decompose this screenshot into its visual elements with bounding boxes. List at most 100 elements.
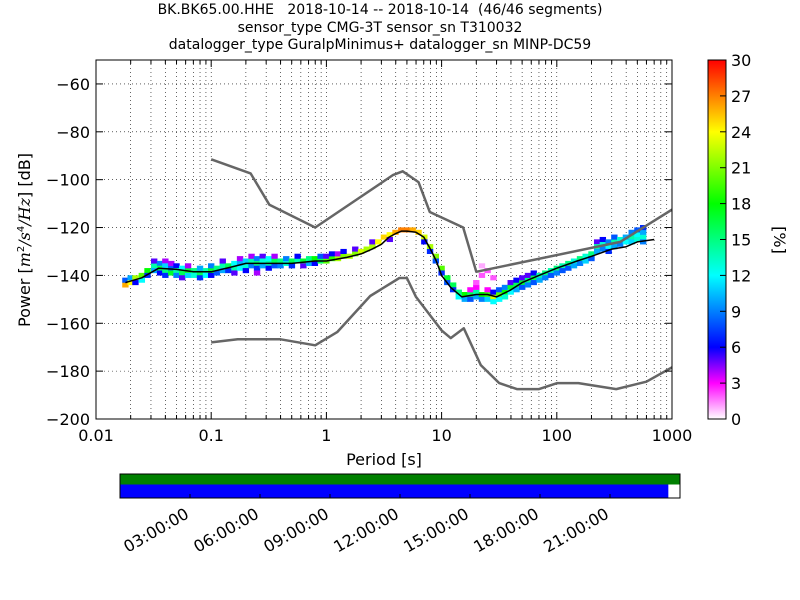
psd-cell	[380, 234, 388, 240]
psd-cell	[127, 280, 134, 286]
psd-cell	[300, 258, 307, 264]
psd-cell	[236, 256, 244, 262]
x-tick-label: 100	[542, 426, 573, 445]
psd-cell	[259, 263, 266, 269]
psd-cell	[340, 253, 347, 259]
psd-cell	[122, 277, 129, 283]
psd-cell	[173, 272, 180, 278]
psd-cell	[208, 268, 215, 274]
psd-cell	[605, 239, 612, 245]
psd-cell	[253, 256, 261, 262]
psd-cell	[438, 265, 445, 271]
psd-cell	[461, 292, 468, 298]
psd-cell	[162, 272, 169, 278]
psd-cell	[484, 287, 491, 293]
psd-cell	[605, 244, 612, 250]
psd-cell	[495, 292, 503, 298]
psd-cell	[294, 258, 301, 264]
y-tick-label: −120	[46, 219, 90, 238]
colorbar-label: [%]	[770, 226, 789, 254]
psd-cell	[219, 268, 226, 274]
x-axis-label: Period [s]	[346, 450, 422, 469]
psd-cell	[593, 248, 601, 255]
psd-cell	[127, 275, 134, 281]
psd-cell	[196, 270, 204, 276]
psd-cell	[547, 272, 555, 278]
x-tick-label: 0.1	[198, 426, 223, 445]
noise-model-high-curve	[210, 158, 672, 274]
psd-cell	[253, 270, 261, 276]
psd-cell	[190, 272, 198, 278]
psd-cell	[495, 296, 503, 302]
psd-cell	[415, 229, 422, 235]
psd-cell	[628, 229, 635, 235]
psd-cell	[271, 253, 278, 259]
x-tick-label: 10	[431, 426, 451, 445]
psd-cell	[617, 236, 624, 243]
psd-cell	[277, 263, 284, 269]
psd-cell	[162, 263, 169, 269]
psd-cell	[426, 248, 434, 255]
psd-cell	[219, 263, 226, 269]
psd-cell	[288, 258, 296, 264]
psd-cell	[501, 294, 509, 300]
psd-cell	[213, 265, 221, 271]
colorbar-tick-label: 21	[731, 159, 751, 178]
psd-cell	[628, 234, 635, 240]
psd-cell	[495, 287, 503, 293]
psd-cell	[323, 253, 330, 259]
psd-cell	[449, 282, 457, 288]
psd-cell	[588, 256, 595, 262]
psd-cell	[467, 292, 474, 298]
y-axis-label: Power [m2/s4/Hz] [dB]	[15, 153, 34, 327]
psd-cell	[507, 284, 514, 290]
psd-cell	[536, 277, 543, 283]
colorbar-tick-label: 6	[731, 338, 741, 357]
psd-cell	[225, 263, 232, 269]
plot-frame	[95, 59, 673, 420]
y-tick-label: −160	[46, 314, 90, 333]
psd-cell	[242, 268, 250, 274]
psd-cell	[639, 229, 647, 235]
y-tick-label: −200	[46, 410, 90, 429]
timeline-label: 12:00:00	[330, 504, 402, 556]
psd-cell	[611, 244, 618, 250]
noise-model-low-curve	[211, 276, 672, 391]
colorbar-tick-label: 24	[731, 123, 751, 142]
psd-cell	[467, 287, 474, 293]
psd-cell	[208, 263, 215, 269]
psd-cell	[277, 258, 284, 264]
psd-cell	[628, 239, 635, 245]
psd-cell	[168, 265, 175, 271]
title-line-sensor: sensor_type CMG-3T sensor_sn T310032	[237, 19, 523, 36]
psd-cell	[311, 260, 319, 266]
psd-cell	[144, 268, 151, 274]
psd-cell	[444, 275, 451, 281]
psd-cell	[305, 260, 313, 266]
psd-cell	[530, 280, 537, 286]
colorbar-tick-label: 18	[731, 195, 751, 214]
psd-cell	[570, 263, 578, 269]
psd-cell	[138, 277, 146, 283]
psd-cell	[334, 251, 342, 257]
timeline-coverage: 03:00:0006:00:0009:00:0012:00:0015:00:00…	[119, 473, 681, 556]
psd-cell	[151, 263, 158, 269]
psd-cell	[617, 241, 624, 247]
psd-cell	[501, 284, 509, 290]
psd-cell	[421, 239, 428, 245]
psd-cell	[588, 251, 595, 257]
psd-cell	[173, 268, 180, 274]
colorbar-tick-label: 27	[731, 87, 751, 106]
psd-cell	[455, 294, 462, 300]
psd-cell	[248, 258, 255, 264]
psd-cell	[213, 270, 221, 276]
psd-cell	[530, 270, 537, 276]
psd-cell	[196, 275, 204, 281]
psd-cell	[409, 227, 416, 233]
psd-cell	[179, 275, 186, 281]
colorbar-ticks: 0 3 6 9 12 15 18 21 24 27 30	[720, 51, 751, 429]
psd-cell	[122, 282, 129, 288]
psd-cell	[208, 272, 215, 278]
psd-cell	[283, 256, 290, 262]
y-tick-label: −100	[46, 171, 90, 190]
